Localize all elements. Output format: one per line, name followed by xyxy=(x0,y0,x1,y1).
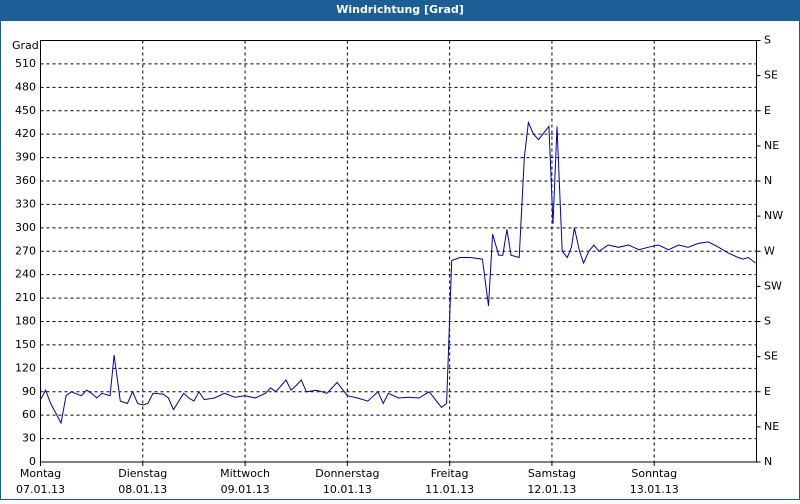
frame xyxy=(0,20,800,500)
x-tick-label: 08.01.13 xyxy=(118,483,167,496)
y2-tick-label: N xyxy=(764,174,772,187)
y-tick-label: 210 xyxy=(15,291,36,304)
y-tick-label: 270 xyxy=(15,244,36,257)
y2-tick-label: SE xyxy=(764,350,778,363)
y2-tick-label: E xyxy=(764,104,771,117)
y-tick-label: 450 xyxy=(15,104,36,117)
y-tick-label: 30 xyxy=(22,432,36,445)
x-tick-day: Dienstag xyxy=(118,467,167,480)
y-tick-label: 120 xyxy=(15,361,36,374)
y-tick-label: 420 xyxy=(15,127,36,140)
title-bar xyxy=(0,0,800,20)
y-axis-label: Grad xyxy=(12,39,39,52)
y-tick-label: 150 xyxy=(15,338,36,351)
y-tick-label: 300 xyxy=(15,221,36,234)
data-line xyxy=(40,120,756,425)
x-tick-day: Donnerstag xyxy=(315,467,379,480)
y2-tick-label: NW xyxy=(764,209,783,222)
y2-tick-label: NE xyxy=(764,420,779,433)
y2-tick-label: W xyxy=(764,244,775,257)
y-tick-label: 0 xyxy=(29,455,36,468)
y-tick-label: 330 xyxy=(15,197,36,210)
x-tick-day: Mittwoch xyxy=(220,467,270,480)
y2-tick-label: N xyxy=(764,455,772,468)
y2-tick-label: SW xyxy=(764,279,782,292)
y2-tick-label: E xyxy=(764,385,771,398)
y2-tick-label: NE xyxy=(764,139,779,152)
x-tick-label: 07.01.13 xyxy=(16,483,65,496)
y-tick-label: 390 xyxy=(15,151,36,164)
x-tick-day: Montag xyxy=(20,467,61,480)
x-tick-label: 10.01.13 xyxy=(323,483,372,496)
y-tick-label: 510 xyxy=(15,57,36,70)
y-tick-label: 180 xyxy=(15,315,36,328)
x-tick-day: Sonntag xyxy=(631,467,677,480)
y-tick-label: 480 xyxy=(15,80,36,93)
y-tick-label: 240 xyxy=(15,268,36,281)
x-tick-label: 13.01.13 xyxy=(630,483,679,496)
x-tick-day: Samstag xyxy=(528,467,576,480)
y2-tick-label: SE xyxy=(764,69,778,82)
x-tick-label: 09.01.13 xyxy=(221,483,270,496)
y-tick-label: 360 xyxy=(15,174,36,187)
plot-border xyxy=(40,40,757,463)
y2-tick-label: S xyxy=(764,34,771,47)
x-tick-label: 11.01.13 xyxy=(425,483,474,496)
y2-tick-label: S xyxy=(764,315,771,328)
y-tick-label: 60 xyxy=(22,408,36,421)
chart-title: Windrichtung [Grad] xyxy=(336,3,464,16)
x-tick-label: 12.01.13 xyxy=(527,483,576,496)
x-tick-day: Freitag xyxy=(431,467,469,480)
y-tick-label: 90 xyxy=(22,385,36,398)
